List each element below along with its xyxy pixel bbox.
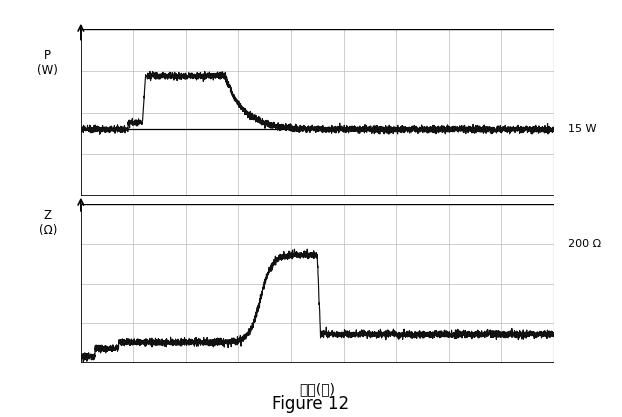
Text: Figure 12: Figure 12 [272,395,350,413]
Text: 15 W: 15 W [568,124,596,134]
Text: P
(W): P (W) [37,49,58,77]
Text: Z
(Ω): Z (Ω) [39,209,57,237]
Text: 200 Ω: 200 Ω [568,239,601,249]
Text: 時間(秒): 時間(秒) [299,382,335,396]
